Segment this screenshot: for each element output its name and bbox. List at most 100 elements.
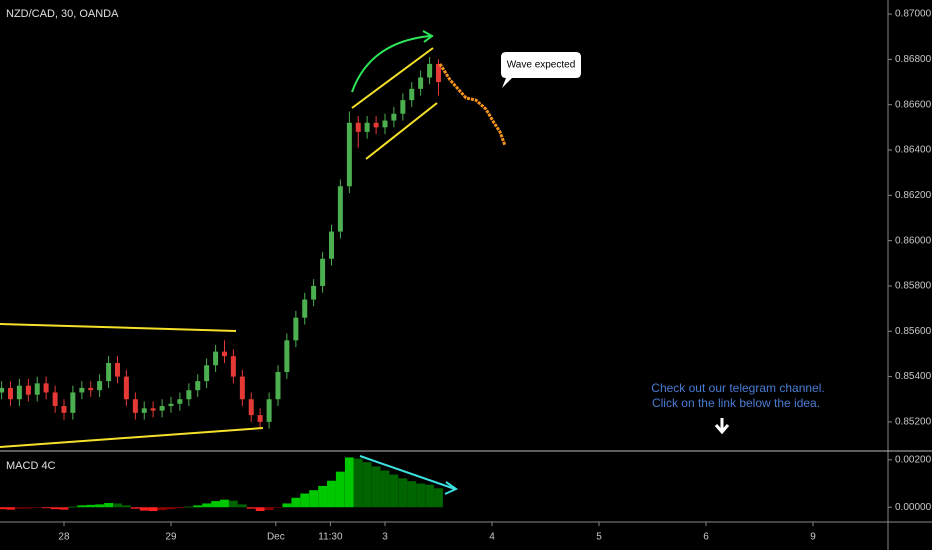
callout-bubble [501, 52, 581, 88]
candle-body [123, 376, 129, 400]
chart-title: NZD/CAD, 30, OANDA [6, 8, 119, 20]
histogram-bar [175, 507, 185, 509]
histogram-bar [246, 507, 256, 509]
histogram-bar [77, 505, 87, 508]
candle-body [418, 77, 424, 89]
candle-body [311, 285, 317, 300]
divergence-line [359, 455, 456, 490]
x-tick-label: 11:30 [318, 532, 343, 543]
candle-body [373, 122, 379, 128]
y-tick-label: 0.86000 [895, 235, 932, 246]
candle-body [150, 408, 156, 411]
histogram-bar [300, 493, 310, 508]
channel-line [351, 47, 434, 109]
histogram-bar [130, 507, 140, 509]
histogram-bar [228, 500, 238, 508]
candle-body [364, 122, 370, 132]
histogram-bar [362, 462, 372, 508]
histogram-bar [113, 503, 122, 508]
candle-body [34, 383, 40, 395]
y-tick-label: 0.87000 [895, 9, 932, 20]
candle-body [230, 356, 236, 377]
histogram-bar [318, 485, 328, 508]
candle-body [186, 390, 192, 400]
arrow-head [444, 481, 459, 495]
histogram-bar [139, 507, 149, 511]
histogram-bar [50, 507, 60, 510]
candle-body [328, 231, 334, 259]
candle-body [97, 381, 103, 391]
candle-body [391, 113, 397, 121]
arc-arrow [351, 35, 431, 93]
histogram-bar [425, 484, 435, 508]
down-arrow [714, 418, 730, 435]
candle-body [79, 387, 85, 393]
candle-body [221, 351, 227, 357]
y-tick-label: 0.85400 [895, 371, 932, 382]
histogram-bar [371, 466, 381, 508]
histogram-bar [220, 499, 229, 508]
candle-body [159, 406, 165, 411]
candle-body [70, 392, 76, 413]
candle-body [320, 258, 326, 286]
candle-body [0, 387, 5, 393]
candle-body [266, 399, 272, 422]
candle-body [213, 351, 219, 366]
x-tick-label: Dec [267, 532, 285, 543]
arrow-head [422, 30, 434, 43]
candle-body [257, 415, 263, 422]
histogram-bar [157, 507, 167, 511]
histogram-bar [193, 505, 203, 508]
candle-body [382, 120, 388, 128]
candle-body [204, 365, 210, 382]
histogram-bar [184, 506, 194, 508]
projection-line [438, 63, 507, 146]
histogram-bar [237, 504, 247, 508]
histogram-bar [291, 497, 301, 508]
x-tick-label: 3 [382, 532, 388, 543]
candle-body [427, 63, 433, 78]
histogram-bar [273, 507, 283, 508]
candle-body [114, 362, 120, 377]
trend-line [0, 427, 264, 448]
x-tick-label: 9 [810, 532, 816, 543]
candle-body [355, 122, 361, 132]
x-tick-label: 6 [703, 532, 709, 543]
histogram-bar [121, 505, 131, 508]
histogram-bar [327, 480, 336, 508]
candle-body [61, 406, 67, 413]
y-tick-label: 0.85800 [895, 281, 932, 292]
histogram-bar [255, 507, 265, 512]
candle-body [52, 392, 58, 407]
y-tick-label: 0.85200 [895, 417, 932, 428]
histogram-bar [264, 507, 274, 511]
candle-body [337, 186, 343, 232]
histogram-bar [6, 507, 15, 510]
y-tick-label: 0.86800 [895, 54, 932, 65]
histogram-bar [309, 490, 319, 508]
histogram-bar [335, 471, 345, 508]
candle-body [25, 385, 31, 395]
histogram-bar [86, 504, 96, 508]
histogram-bar [68, 506, 78, 508]
histogram-bar [353, 458, 363, 508]
candle-body [293, 317, 299, 341]
x-tick-label: 4 [489, 532, 495, 543]
note-text: Check out our telegram channel. [651, 381, 824, 395]
candle-body [284, 340, 290, 373]
y-tick-label: 0.00000 [895, 502, 932, 513]
candle-body [132, 399, 138, 413]
x-tick-label: 29 [165, 532, 177, 543]
y-tick-label: 0.00200 [895, 454, 932, 465]
candle-body [239, 376, 245, 400]
histogram-bar [95, 504, 105, 508]
y-tick-label: 0.85600 [895, 326, 932, 337]
candle-body [7, 387, 13, 400]
candle-body [248, 399, 254, 416]
histogram-bar [416, 483, 426, 508]
candle-body [43, 383, 49, 393]
candle-body [177, 399, 183, 404]
candle-body [195, 381, 201, 391]
y-tick-label: 0.86200 [895, 190, 932, 201]
